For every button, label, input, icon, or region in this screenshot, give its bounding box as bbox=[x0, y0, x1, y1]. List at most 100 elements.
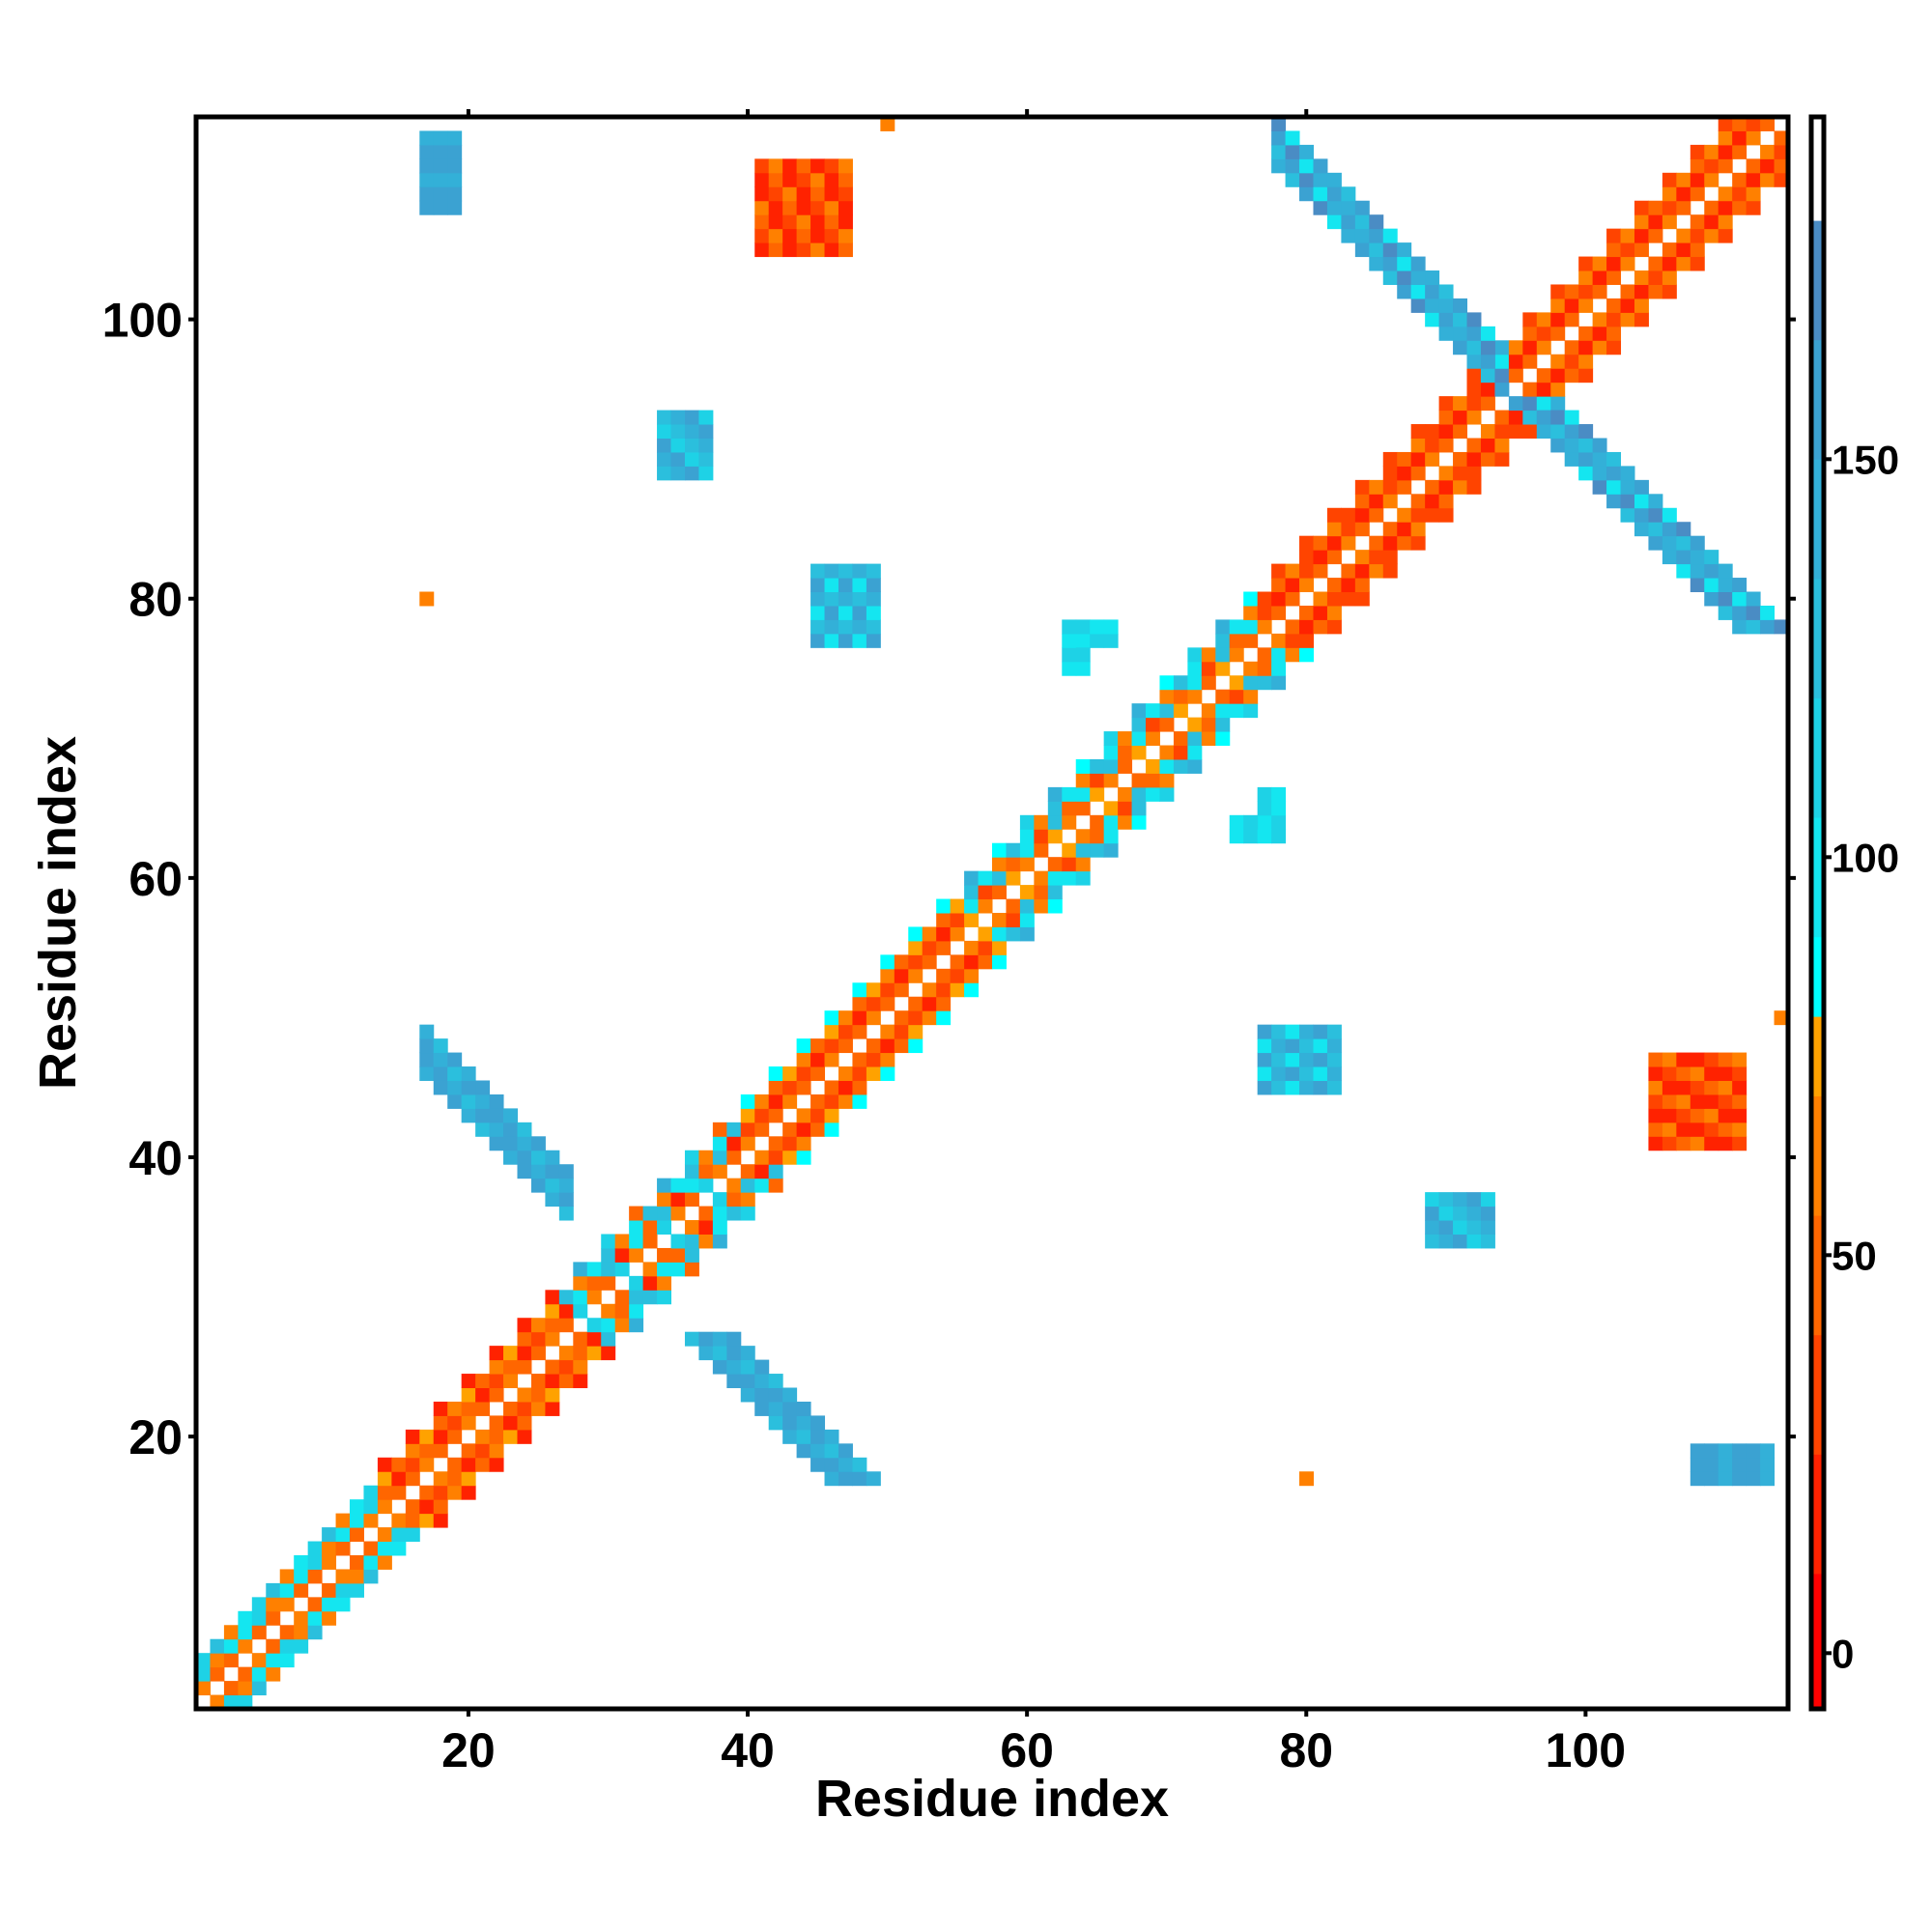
heatmap-cell bbox=[503, 1429, 518, 1444]
heatmap-cell bbox=[1480, 326, 1495, 341]
heatmap-cell bbox=[1592, 256, 1607, 271]
heatmap-cell bbox=[1760, 619, 1776, 635]
heatmap-cell bbox=[1146, 773, 1160, 788]
heatmap-cell bbox=[1257, 829, 1272, 844]
heatmap-cell bbox=[1634, 214, 1649, 230]
heatmap-cell bbox=[1662, 1122, 1677, 1137]
heatmap-cell bbox=[1326, 578, 1342, 593]
heatmap-cell bbox=[1382, 479, 1398, 495]
heatmap-cell bbox=[266, 1666, 281, 1682]
heatmap-cell bbox=[1438, 410, 1454, 425]
heatmap-cell bbox=[936, 982, 952, 998]
heatmap-cell bbox=[1606, 298, 1622, 313]
heatmap-cell bbox=[1326, 550, 1342, 565]
heatmap-cell bbox=[1634, 228, 1649, 243]
heatmap-cell bbox=[517, 1359, 532, 1375]
heatmap-cell bbox=[782, 1066, 798, 1081]
heatmap-cell bbox=[530, 1164, 546, 1179]
heatmap-cell bbox=[1146, 731, 1160, 747]
heatmap-cell bbox=[1453, 1192, 1468, 1208]
heatmap-cell bbox=[489, 1346, 504, 1361]
heatmap-cell bbox=[1634, 270, 1649, 285]
heatmap-cell bbox=[1382, 494, 1398, 509]
heatmap-cell bbox=[782, 200, 798, 215]
heatmap-cell bbox=[880, 1066, 895, 1081]
heatmap-cell bbox=[601, 1303, 616, 1319]
heatmap-cell bbox=[545, 1359, 560, 1375]
heatmap-cell bbox=[768, 1080, 783, 1095]
heatmap-cell bbox=[1397, 270, 1412, 285]
heatmap-cell bbox=[1606, 466, 1622, 481]
heatmap-cell bbox=[1704, 550, 1719, 565]
heatmap-cell bbox=[1090, 758, 1105, 774]
heatmap-cell bbox=[210, 1694, 225, 1710]
heatmap-cell bbox=[1676, 1094, 1691, 1109]
heatmap-cell bbox=[1522, 396, 1538, 412]
heatmap-cell bbox=[1662, 214, 1677, 230]
heatmap-cell bbox=[1648, 1122, 1663, 1137]
heatmap-cell bbox=[1354, 228, 1370, 243]
heatmap-cell bbox=[1243, 675, 1259, 691]
heatmap-cell bbox=[684, 1178, 699, 1193]
heatmap-cell bbox=[405, 1457, 420, 1472]
heatmap-cell bbox=[1131, 703, 1147, 719]
heatmap-cell bbox=[1285, 158, 1300, 174]
heatmap-cell bbox=[1466, 479, 1482, 495]
heatmap-cell bbox=[1118, 758, 1133, 774]
heatmap-cell bbox=[1718, 200, 1733, 215]
heatmap-cell bbox=[1062, 801, 1077, 816]
heatmap-cell bbox=[1620, 507, 1635, 523]
heatmap-cell bbox=[894, 1010, 909, 1026]
heatmap-cell bbox=[684, 1247, 699, 1263]
heatmap-cell bbox=[1326, 522, 1342, 537]
colorbar-bin bbox=[1811, 936, 1824, 1017]
heatmap-cell bbox=[1354, 550, 1370, 565]
heatmap-cell bbox=[657, 1247, 672, 1263]
heatmap-cell bbox=[796, 172, 811, 187]
heatmap-cell bbox=[740, 1374, 755, 1389]
heatmap-cell bbox=[1648, 1080, 1663, 1095]
heatmap-cell bbox=[545, 1318, 560, 1333]
heatmap-cell bbox=[1522, 424, 1538, 439]
heatmap-cell bbox=[558, 1303, 574, 1319]
heatmap-cell bbox=[670, 1178, 686, 1193]
heatmap-cell bbox=[1410, 535, 1426, 551]
heatmap-cell bbox=[1620, 228, 1635, 243]
heatmap-cell bbox=[1257, 619, 1272, 635]
heatmap-cell bbox=[266, 1610, 281, 1626]
heatmap-cell bbox=[419, 1052, 435, 1067]
heatmap-cell bbox=[1438, 1206, 1454, 1221]
heatmap-cell bbox=[1285, 1080, 1300, 1095]
heatmap-cell bbox=[461, 1443, 476, 1459]
heatmap-cell bbox=[1732, 186, 1747, 202]
heatmap-cell bbox=[950, 982, 965, 998]
heatmap-cell bbox=[1326, 1024, 1342, 1039]
heatmap-cell bbox=[1690, 550, 1705, 565]
heatmap-cell bbox=[684, 424, 699, 439]
heatmap-cell bbox=[670, 1206, 686, 1221]
heatmap-cell bbox=[1313, 1066, 1328, 1081]
heatmap-cell bbox=[1299, 1052, 1314, 1067]
heatmap-cell bbox=[1690, 1122, 1705, 1137]
heatmap-cell bbox=[1606, 256, 1622, 271]
heatmap-cell bbox=[1550, 354, 1566, 369]
heatmap-cell bbox=[1453, 326, 1468, 341]
heatmap-cell bbox=[1271, 786, 1287, 802]
heatmap-cell bbox=[768, 158, 783, 174]
heatmap-cell bbox=[1215, 703, 1231, 719]
heatmap-cell bbox=[1397, 451, 1412, 467]
heatmap-cell bbox=[1466, 340, 1482, 355]
heatmap-cell bbox=[1690, 1457, 1705, 1472]
heatmap-cell bbox=[419, 1443, 435, 1459]
heatmap-cell bbox=[1034, 814, 1049, 830]
heatmap-cell bbox=[489, 1359, 504, 1375]
heatmap-cell bbox=[1704, 1443, 1719, 1459]
heatmap-cell bbox=[1453, 340, 1468, 355]
heatmap-cell bbox=[1676, 522, 1691, 537]
heatmap-cell bbox=[1774, 1010, 1789, 1026]
heatmap-cell bbox=[1690, 214, 1705, 230]
heatmap-cell bbox=[1453, 451, 1468, 467]
heatmap-cell bbox=[1425, 298, 1440, 313]
heatmap-cell bbox=[1704, 172, 1719, 187]
axis-ticks: 20 40 60 80 100 20 40 60 80 100 bbox=[102, 109, 1796, 1777]
